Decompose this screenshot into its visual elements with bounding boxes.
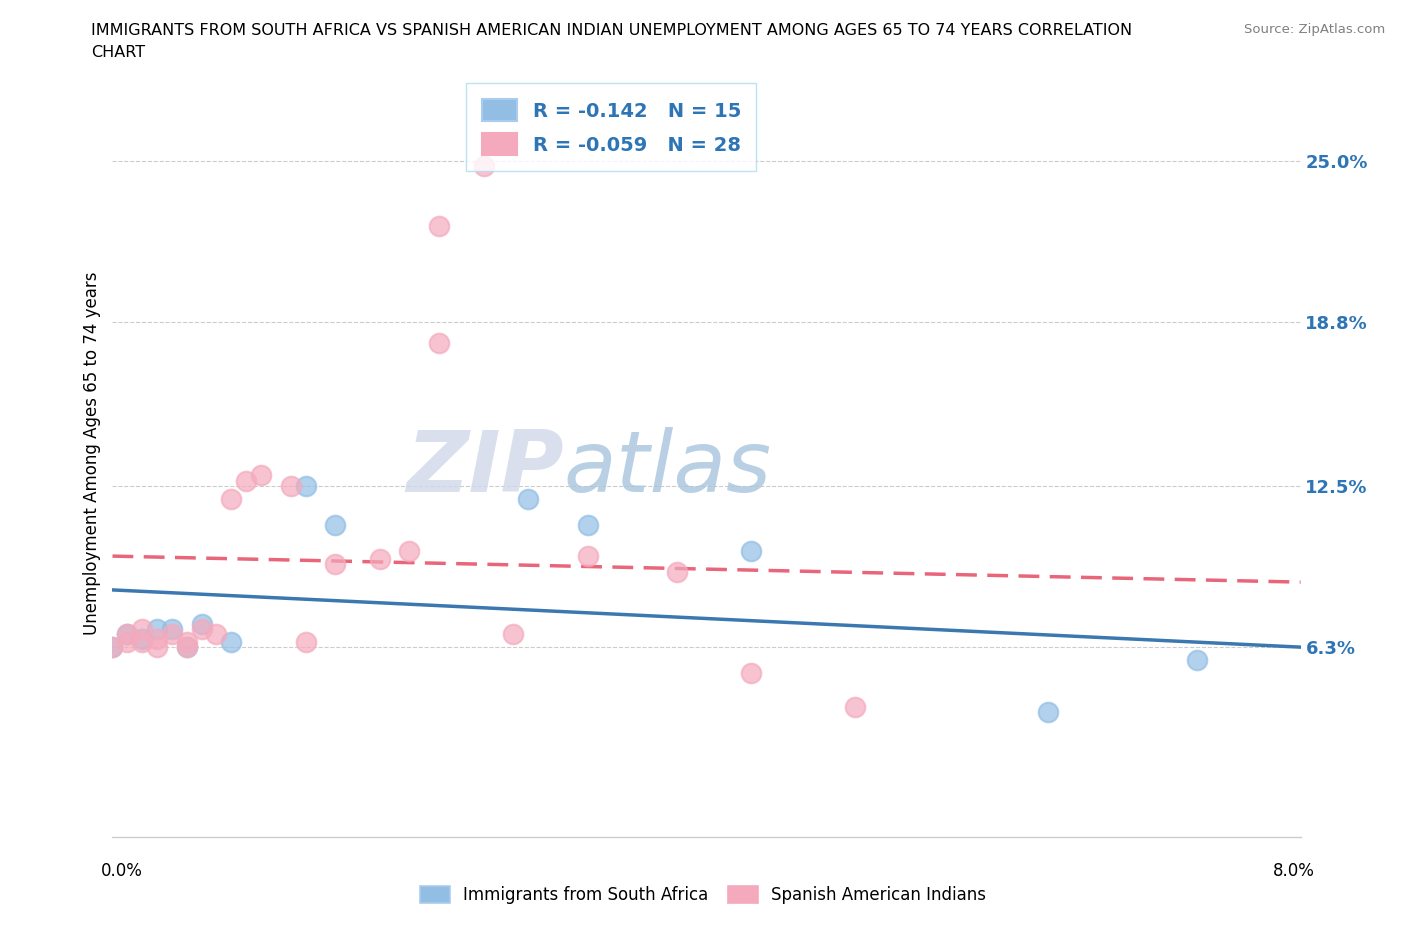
Point	[294, 478, 316, 493]
Point	[131, 621, 153, 636]
Point	[146, 631, 169, 646]
Legend: Immigrants from South Africa, Spanish American Indians: Immigrants from South Africa, Spanish Am…	[413, 879, 993, 910]
Point	[117, 627, 139, 642]
Point	[205, 627, 228, 642]
Text: ZIP: ZIP	[406, 427, 564, 511]
Point	[1036, 705, 1059, 720]
Point	[517, 491, 540, 506]
Point	[323, 517, 346, 532]
Legend: R = -0.142   N = 15, R = -0.059   N = 28: R = -0.142 N = 15, R = -0.059 N = 28	[467, 84, 756, 171]
Text: atlas: atlas	[564, 427, 772, 511]
Point	[176, 640, 198, 655]
Point	[190, 621, 212, 636]
Point	[1185, 653, 1208, 668]
Point	[131, 631, 153, 646]
Point	[176, 634, 198, 649]
Point	[427, 219, 450, 233]
Point	[472, 158, 495, 173]
Point	[250, 468, 273, 483]
Point	[101, 640, 124, 655]
Point	[219, 491, 243, 506]
Point	[280, 478, 302, 493]
Text: 0.0%: 0.0%	[101, 862, 143, 880]
Point	[740, 543, 762, 558]
Point	[398, 543, 420, 558]
Point	[323, 556, 346, 571]
Point	[160, 621, 183, 636]
Point	[219, 634, 243, 649]
Point	[101, 640, 124, 655]
Point	[294, 634, 316, 649]
Point	[176, 640, 198, 655]
Point	[576, 517, 599, 532]
Text: 8.0%: 8.0%	[1272, 862, 1315, 880]
Point	[576, 549, 599, 564]
Point	[235, 473, 257, 488]
Point	[844, 699, 866, 714]
Text: IMMIGRANTS FROM SOUTH AFRICA VS SPANISH AMERICAN INDIAN UNEMPLOYMENT AMONG AGES : IMMIGRANTS FROM SOUTH AFRICA VS SPANISH …	[91, 23, 1132, 38]
Point	[146, 640, 169, 655]
Text: Source: ZipAtlas.com: Source: ZipAtlas.com	[1244, 23, 1385, 36]
Point	[117, 634, 139, 649]
Text: CHART: CHART	[91, 45, 145, 60]
Point	[131, 634, 153, 649]
Y-axis label: Unemployment Among Ages 65 to 74 years: Unemployment Among Ages 65 to 74 years	[83, 272, 101, 635]
Point	[502, 627, 524, 642]
Point	[160, 627, 183, 642]
Point	[427, 336, 450, 351]
Point	[190, 617, 212, 631]
Point	[368, 551, 391, 566]
Point	[740, 666, 762, 681]
Point	[146, 621, 169, 636]
Point	[665, 565, 688, 579]
Point	[117, 627, 139, 642]
